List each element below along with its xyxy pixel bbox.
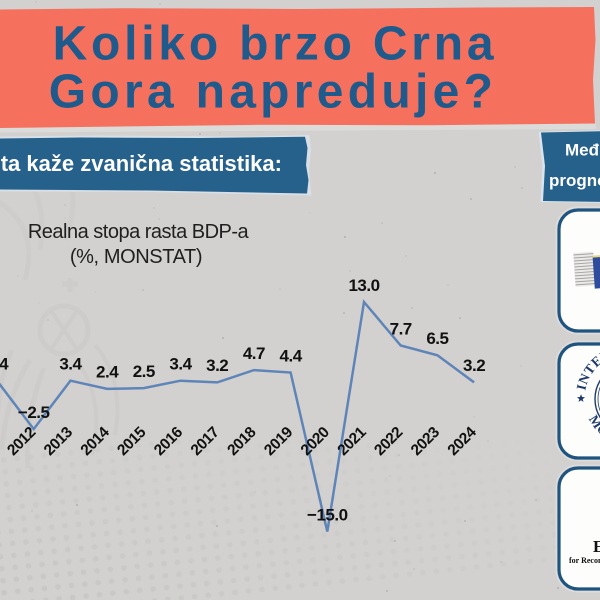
svg-text:Međunarodne: Međunarodne [565,141,600,160]
svg-text:−15.0: −15.0 [307,505,348,524]
svg-text:3.4: 3.4 [59,355,82,374]
svg-text:šta kaže zvanična statistika:: šta kaže zvanična statistika: [0,151,282,176]
svg-text:2.5: 2.5 [133,362,155,381]
svg-text:6.5: 6.5 [426,329,448,348]
svg-text:3.4: 3.4 [169,355,192,374]
svg-text:3.4: 3.4 [0,355,9,374]
svg-text:Gora napreduje?: Gora napreduje? [49,66,498,119]
svg-text:3.2: 3.2 [206,356,228,375]
svg-text:(%, MONSTAT): (%, MONSTAT) [70,246,202,268]
svg-text:7.7: 7.7 [390,319,412,338]
svg-text:−2.5: −2.5 [18,403,50,422]
svg-text:European Bank: European Bank [593,537,600,556]
svg-text:prognoze:: prognoze: [549,171,600,190]
svg-text:for Reconstruction and Develop: for Reconstruction and Development [569,556,600,565]
svg-text:4.4: 4.4 [280,346,303,365]
svg-text:Koliko brzo Crna: Koliko brzo Crna [53,18,498,71]
svg-text:13.0: 13.0 [348,276,379,295]
svg-text:3.2: 3.2 [463,356,485,375]
svg-text:4.7: 4.7 [243,344,265,363]
svg-text:Realna stopa rasta BDP-a: Realna stopa rasta BDP-a [28,221,250,243]
svg-text:2.4: 2.4 [96,363,119,382]
